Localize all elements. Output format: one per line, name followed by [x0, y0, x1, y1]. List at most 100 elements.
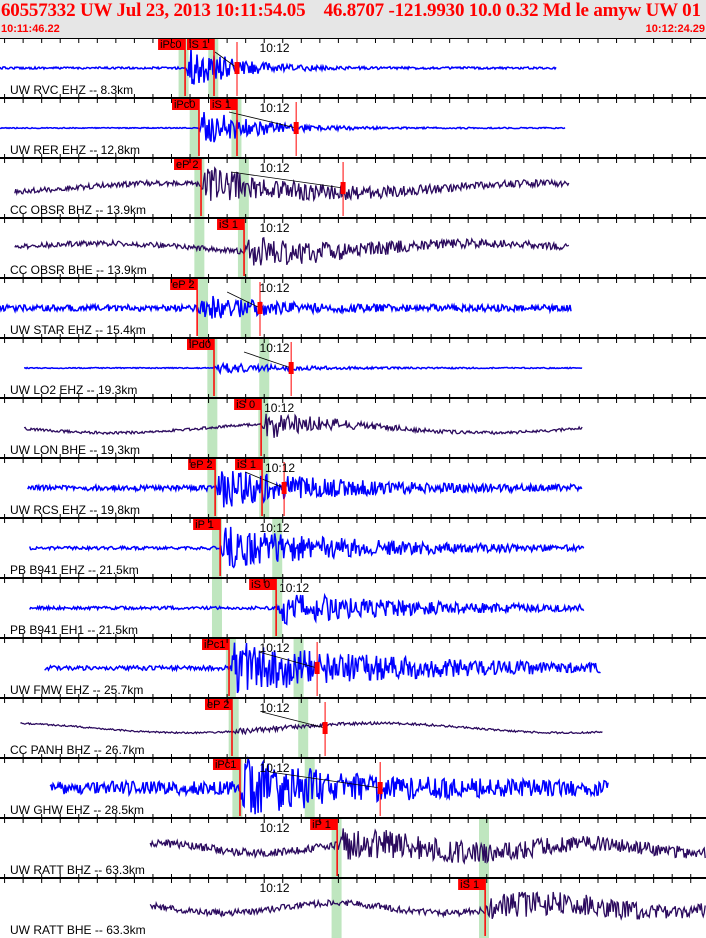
- pick-label: iP 1: [312, 819, 331, 831]
- time-label: 10:12: [260, 161, 290, 175]
- trace-label: UW RVC EHZ -- 8.3km: [10, 83, 133, 97]
- end-time: 10:12:24.29: [645, 23, 705, 35]
- coda-amplitude-mark: [257, 302, 263, 314]
- trace-label: UW STAR EHZ -- 15.4km: [10, 323, 146, 337]
- coda-amplitude-mark: [314, 662, 320, 674]
- time-label: 10:12: [260, 821, 290, 835]
- coda-amplitude-mark: [340, 182, 346, 194]
- time-label: 10:12: [260, 281, 290, 295]
- pick-label: iS 1: [237, 459, 256, 471]
- coda-amplitude-mark: [377, 782, 383, 794]
- trace-label: UW RATT BHE -- 63.3km: [10, 923, 146, 937]
- pick-label-box: [235, 458, 263, 470]
- pick-label-box: [310, 818, 338, 830]
- time-label: 10:12: [260, 341, 290, 355]
- pick-label-box: [174, 158, 202, 170]
- time-label: 10:12: [279, 581, 309, 595]
- trace-label: CC PANH BHZ -- 26.7km: [10, 743, 144, 757]
- pick-label-box: [212, 758, 240, 770]
- trace-label: UW LO2 EHZ -- 19.3km: [10, 383, 137, 397]
- p-theoretical-band: [228, 698, 239, 758]
- waveform-trace: [0, 111, 566, 143]
- coda-decay-curve: [226, 291, 261, 309]
- s-theoretical-band: [237, 218, 248, 278]
- trace-label: UW GHW EHZ -- 28.5km: [10, 803, 144, 817]
- time-label: 10:12: [260, 101, 290, 115]
- time-label: 10:12: [260, 701, 290, 715]
- trace-label: UW FMW EHZ -- 25.7km: [10, 683, 143, 697]
- trace-label: PB B941 EHZ -- 21.5km: [10, 563, 139, 577]
- s-theoretical-band: [304, 758, 315, 818]
- pick-label-box: [217, 218, 245, 230]
- p-theoretical-band: [331, 878, 342, 938]
- coda-amplitude-mark: [234, 62, 240, 74]
- pick-label: eP 2: [172, 279, 194, 291]
- waveform-trace: [14, 166, 570, 203]
- pick-label: eP 2: [190, 459, 212, 471]
- time-label: 10:12: [260, 41, 290, 55]
- trace-label: UW RATT BHZ -- 63.3km: [10, 863, 145, 877]
- s-theoretical-band: [298, 698, 309, 758]
- pick-label-box: [210, 98, 238, 110]
- pick-label-box: [204, 698, 232, 710]
- coda-amplitude-mark: [293, 122, 299, 134]
- time-label: 10:12: [260, 221, 290, 235]
- trace-label: CC OBSR BHZ -- 13.9km: [10, 203, 146, 217]
- coda-decay-curve: [214, 51, 238, 69]
- pick-label-box: [193, 518, 221, 530]
- waveform-trace: [0, 46, 557, 85]
- time-label: 10:12: [260, 761, 290, 775]
- pick-label: eP 2: [176, 159, 198, 171]
- waveform-trace: [14, 236, 570, 266]
- coda-decay-curve: [269, 771, 381, 789]
- record-section: 10:12 iPc0 iS 1 UW RVC EHZ -- 8.3km 10:12 iPc…: [0, 38, 706, 938]
- pick-label: iS 1: [460, 879, 479, 891]
- s-theoretical-band: [259, 458, 270, 518]
- waveform-trace: [0, 295, 572, 319]
- pick-label: iP 1: [195, 519, 214, 531]
- time-label: 10:12: [265, 461, 295, 475]
- coda-decay-curve: [243, 351, 292, 369]
- coda-decay-curve: [230, 171, 344, 189]
- pick-label: iS 0: [251, 579, 270, 591]
- waveform-trace: [29, 592, 585, 626]
- pick-label-box: [158, 38, 186, 50]
- pick-label: iPc1: [204, 639, 225, 651]
- waveform-trace: [149, 891, 706, 921]
- trace-label: UW LON BHE -- 19.3km: [10, 443, 140, 457]
- pick-label: iPd0: [189, 339, 211, 351]
- s-theoretical-band: [272, 518, 283, 578]
- pick-label-box: [249, 578, 277, 590]
- s-theoretical-band: [479, 878, 490, 938]
- pick-label: iPc0: [160, 39, 181, 51]
- coda-amplitude-mark: [322, 722, 328, 734]
- coda-decay-curve: [228, 111, 297, 129]
- waveform-trace: [20, 720, 603, 736]
- event-header: 60557332 UW Jul 23, 2013 10:11:54.05 46.…: [0, 0, 706, 38]
- coda-decay-curve: [261, 711, 326, 729]
- waveform-trace: [28, 526, 585, 569]
- pick-label: iS 0: [236, 399, 255, 411]
- coda-decay-curve: [258, 651, 318, 669]
- pick-label: iS 1: [219, 219, 238, 231]
- pick-label-box: [187, 38, 215, 50]
- time-label: 10:12: [260, 641, 290, 655]
- trace-label: PB B941 EH1 -- 21.5km: [10, 623, 138, 637]
- coda-decay-curve: [244, 471, 285, 489]
- event-title: 60557332 UW Jul 23, 2013 10:11:54.05 46.…: [1, 0, 706, 21]
- waveform-trace: [49, 755, 609, 815]
- pick-label-box: [458, 878, 486, 890]
- p-theoretical-band: [194, 158, 205, 218]
- waveform-trace: [23, 361, 583, 376]
- pick-label: iS 1: [212, 99, 231, 111]
- pick-label-box: [171, 98, 199, 110]
- start-time: 10:11:46.22: [1, 23, 60, 35]
- time-label: 10:12: [260, 881, 290, 895]
- waveform-trace: [44, 642, 601, 694]
- pick-label: iPc1: [215, 759, 236, 771]
- waveform-trace: [23, 413, 583, 438]
- pick-label: eP 2: [207, 699, 229, 711]
- trace-label: UW RCS EHZ -- 19.8km: [10, 503, 140, 517]
- pick-label-box: [187, 338, 215, 350]
- waveform-trace: [27, 471, 583, 508]
